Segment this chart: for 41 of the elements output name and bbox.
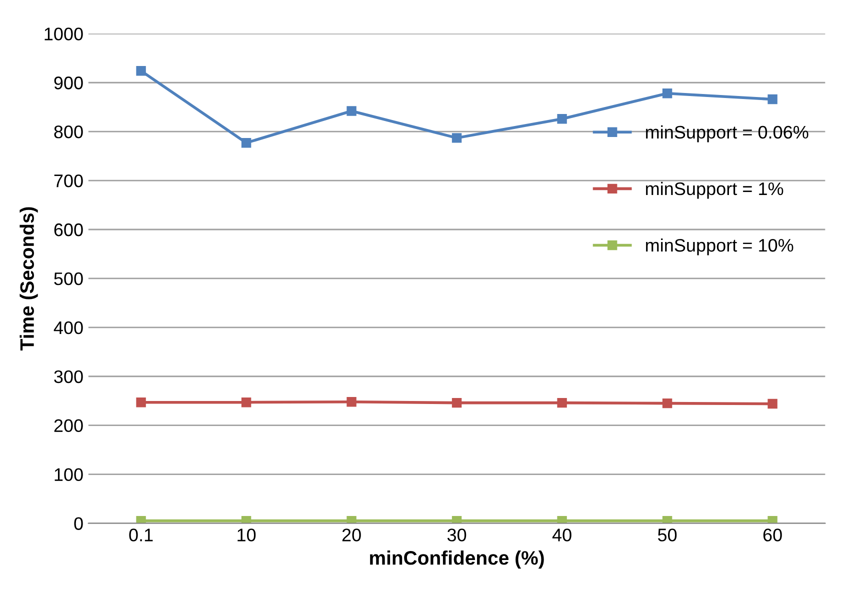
point — [768, 94, 778, 104]
point — [662, 88, 672, 98]
y-tick-label: 500 — [54, 272, 83, 286]
x-tick-label: 50 — [658, 528, 677, 542]
y-tick-label: 100 — [54, 468, 83, 482]
x-axis-title: minConfidence (%) — [370, 550, 544, 569]
x-tick-label: 0.1 — [129, 528, 153, 542]
y-tick-label: 700 — [54, 174, 83, 188]
point — [136, 397, 146, 408]
point — [241, 397, 252, 408]
point — [136, 516, 146, 524]
x-tick-label: 30 — [447, 528, 466, 542]
point — [768, 398, 778, 409]
y-tick-label: 600 — [54, 223, 83, 236]
y-tick-label: 400 — [54, 321, 83, 334]
y-tick-label: 300 — [54, 370, 83, 384]
point — [557, 516, 567, 524]
point — [346, 516, 356, 524]
point — [346, 396, 356, 407]
y-tick-label: 200 — [54, 419, 83, 432]
y-axis-title: Time (Seconds) — [20, 207, 38, 350]
x-tick-label: 20 — [342, 528, 361, 542]
legend-label: minSupport = 10% — [646, 238, 794, 256]
legend-label: minSupport = 1% — [646, 182, 784, 199]
x-tick-label: 60 — [763, 528, 782, 542]
y-tick-label: 1000 — [44, 28, 83, 40]
point — [557, 398, 567, 408]
point — [557, 114, 567, 124]
y-tick-label: 0 — [74, 517, 83, 530]
x-tick-label: 10 — [238, 528, 256, 542]
y-tick-label: 800 — [54, 126, 83, 138]
point — [452, 398, 462, 408]
legend-label: minSupport = 0.06% — [646, 125, 808, 142]
point — [768, 516, 778, 524]
x-tick-label: 40 — [552, 528, 572, 542]
point — [662, 398, 672, 408]
point — [346, 106, 356, 116]
point — [452, 133, 462, 143]
point — [136, 66, 146, 76]
y-tick-label: 900 — [54, 76, 83, 90]
point — [241, 138, 252, 148]
